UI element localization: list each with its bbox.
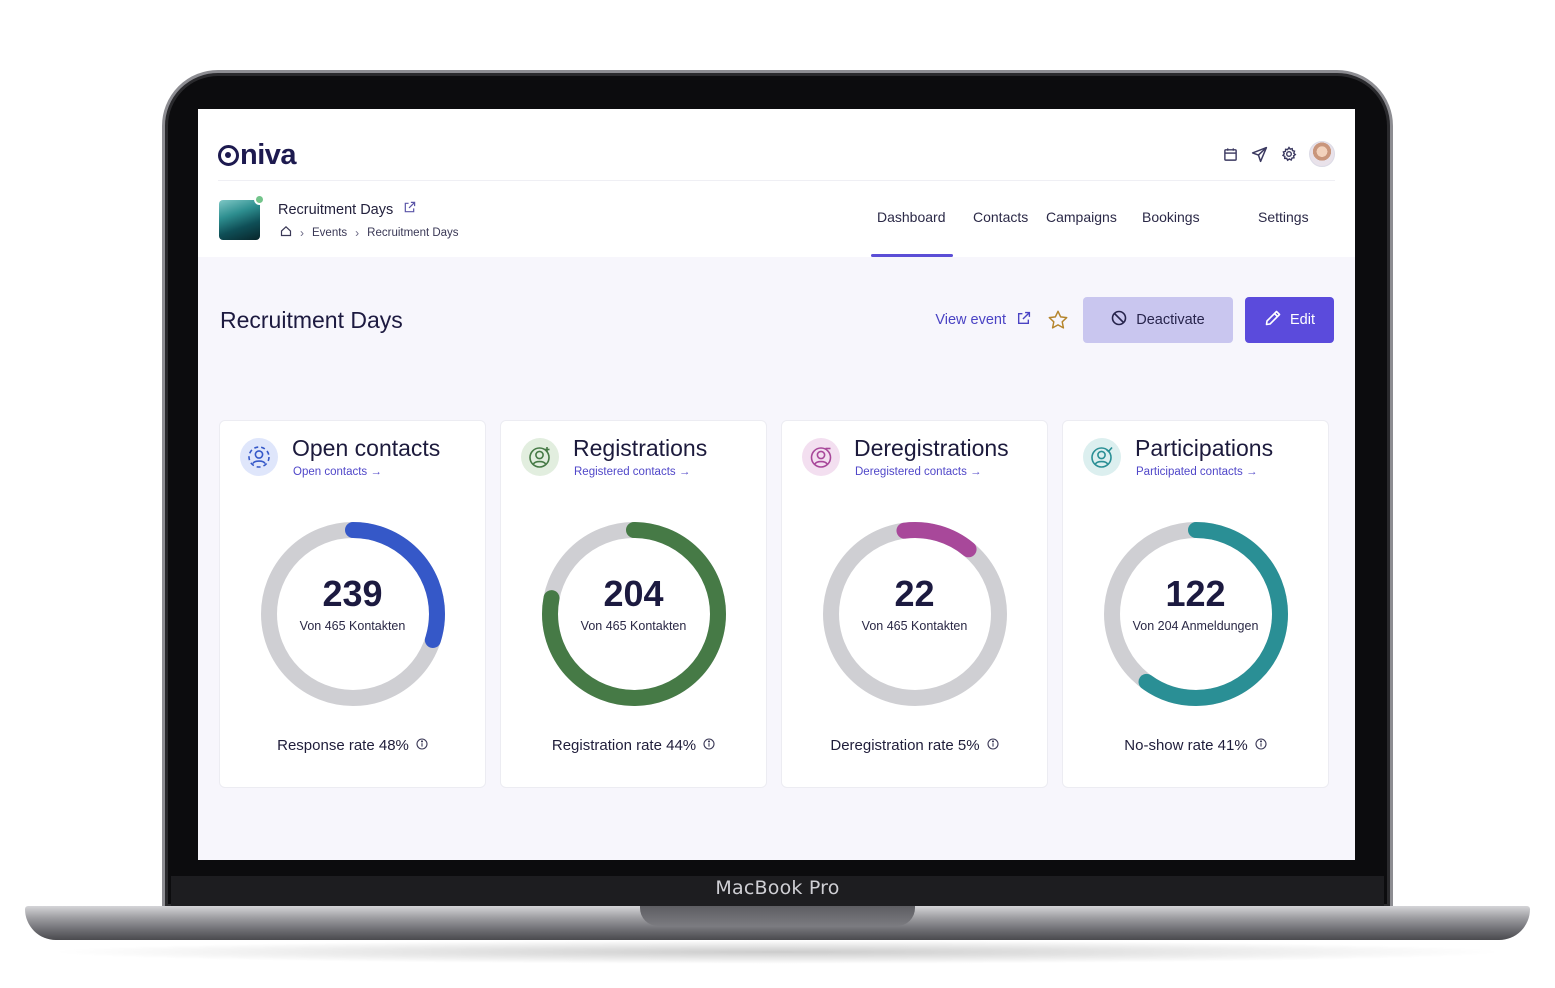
view-event-link[interactable]: View event [935,311,1031,330]
tab-dashboard[interactable]: Dashboard [871,199,953,257]
gauge [542,522,726,706]
gauge-subtitle: Von 465 Kontakten [580,619,687,633]
card-rate: No-show rate 41% [1063,737,1328,754]
top-divider [218,180,1335,181]
app-logo[interactable]: niva [218,139,297,172]
gauge-subtitle: Von 204 Anmeldungen [1132,619,1259,633]
stat-card-participations: Participations Participated contacts → 1… [1062,420,1329,788]
info-icon[interactable] [703,737,715,754]
rate-text: Deregistration rate 5% [830,737,980,754]
gauge-value: 239 [322,573,383,614]
edit-button[interactable]: Edit [1245,297,1334,343]
calendar-icon[interactable] [1222,146,1239,163]
info-icon[interactable] [416,737,428,754]
laptop-brand: MacBook Pro [715,877,840,899]
external-link-icon[interactable] [403,201,416,218]
stat-card-deregistrations: Deregistrations Deregistered contacts → … [781,420,1048,788]
tab-bookings[interactable]: Bookings [1142,209,1200,225]
gauge [261,522,445,706]
card-rate: Deregistration rate 5% [782,737,1047,754]
tab-settings[interactable]: Settings [1258,209,1309,225]
tab-contacts[interactable]: Contacts [973,209,1029,225]
card-link[interactable]: Open contacts → [293,466,382,478]
status-dot [254,194,265,205]
home-icon[interactable] [280,225,292,240]
event-header-title: Recruitment Days [278,201,416,218]
user-avatar[interactable] [1309,141,1335,167]
logo-mark-icon [218,145,239,166]
top-bar: niva Recruitment Days [198,109,1355,257]
rate-text: Response rate 48% [277,737,409,754]
gauge [1104,522,1288,706]
breadcrumb-events[interactable]: Events [312,226,348,239]
event-title-text: Recruitment Days [278,201,394,218]
card-title: Open contacts [292,435,441,461]
card-title: Deregistrations [854,435,1009,461]
laptop-shadow [45,940,1510,964]
chevron-right-icon: › [355,225,360,240]
info-icon[interactable] [987,737,999,754]
gauge [823,522,1007,706]
gauge-subtitle: Von 465 Kontakten [861,619,968,633]
registration-icon [521,438,559,476]
event-thumbnail [219,200,260,240]
stat-cards: Open contacts Open contacts → 239 Von 46… [219,420,1329,788]
stat-card-registrations: Registrations Registered contacts → 204 … [500,420,767,788]
tab-campaigns[interactable]: Campaigns [1046,209,1117,225]
card-rate: Registration rate 44% [501,737,766,754]
card-link[interactable]: Registered contacts → [574,466,691,478]
favorite-star-icon[interactable] [1047,309,1069,331]
logo-text: niva [240,139,297,171]
gauge-arc [1104,522,1288,706]
ban-icon [1111,310,1127,330]
rate-text: No-show rate 41% [1124,737,1248,754]
gauge-value: 22 [894,573,935,614]
top-icons [1222,141,1335,167]
gauge-value: 204 [603,573,664,614]
participation-icon [1083,438,1121,476]
gear-icon[interactable] [1280,146,1297,163]
page-actions: View event Deactivate Edit [935,297,1334,343]
info-icon[interactable] [1255,737,1267,754]
gauge-value: 122 [1165,573,1226,614]
deactivate-button[interactable]: Deactivate [1083,297,1233,343]
view-event-label: View event [935,312,1006,328]
card-link[interactable]: Deregistered contacts → [855,466,982,478]
gauge-arc [542,522,726,706]
rate-text: Registration rate 44% [551,737,697,754]
external-link-icon [1016,311,1031,330]
gauge-arc [261,522,445,706]
card-rate: Response rate 48% [220,737,485,754]
stat-card-open-contacts: Open contacts Open contacts → 239 Von 46… [219,420,486,788]
send-icon[interactable] [1251,146,1268,163]
breadcrumb-current: Recruitment Days [367,226,459,239]
gauge-subtitle: Von 465 Kontakten [299,619,406,633]
card-title: Registrations [573,435,708,461]
deregistration-icon [802,438,840,476]
edit-label: Edit [1290,312,1315,328]
laptop-notch [640,906,915,926]
gauge-arc [823,522,1007,706]
card-title: Participations [1135,435,1274,461]
laptop-chin [171,876,1384,908]
app-screen: niva Recruitment Days [198,109,1355,860]
nav-tabs: Dashboard Contacts Campaigns Bookings Se… [871,199,1309,257]
chevron-right-icon: › [300,225,304,240]
deactivate-label: Deactivate [1136,312,1205,328]
contacts-icon [240,438,278,476]
page-title: Recruitment Days [220,307,403,333]
pencil-icon [1264,309,1282,331]
breadcrumb: › Events › Recruitment Days [280,225,459,240]
card-link[interactable]: Participated contacts → [1136,466,1258,478]
